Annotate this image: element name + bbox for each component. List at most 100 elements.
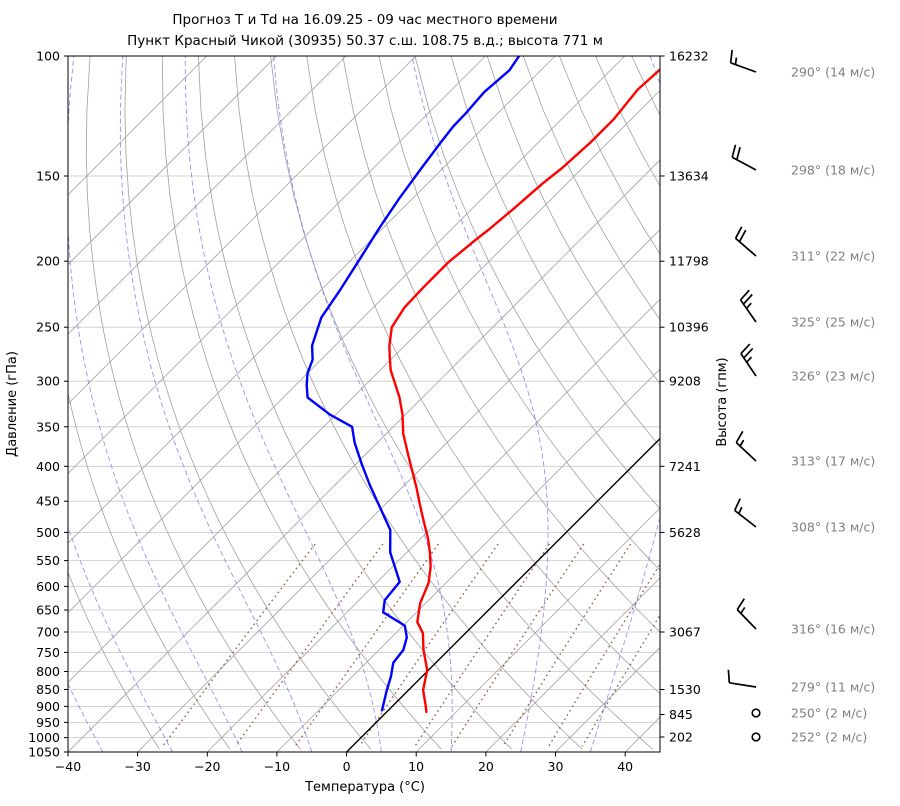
moist-adiabat-line: [68, 56, 243, 752]
moist-adiabat-line: [184, 56, 382, 752]
barb-feather-full: [740, 343, 751, 355]
isotherm-line: [68, 56, 486, 474]
barb-feather-full: [731, 144, 737, 158]
wind-barb: [727, 669, 757, 688]
barb-feather-half: [738, 506, 743, 514]
barb-staff: [734, 509, 757, 528]
barb-feather-full: [743, 347, 754, 359]
mixing-ratio-line: [502, 543, 632, 747]
pressure-tick-label: 250: [36, 320, 60, 335]
temperature-tick-label: 0: [343, 759, 351, 774]
isotherm-line: [485, 577, 660, 752]
barb-feather-half: [740, 606, 746, 614]
dry-adiabat-line: [378, 56, 660, 571]
wind-label: 252° (2 м/с): [791, 730, 867, 745]
mixing-ratio-line: [162, 543, 316, 747]
wind-barb: [740, 343, 757, 377]
pressure-tick-label: 800: [36, 664, 60, 679]
dry-adiabat-line: [234, 56, 583, 750]
isotherm-line: [68, 56, 347, 335]
x-axis-label: Температура (°C): [304, 780, 425, 795]
mixing-ratio-line: [294, 543, 439, 747]
temperature-tick-label: −10: [264, 759, 290, 774]
isotherm-line: [624, 716, 660, 752]
barb-feather-full: [736, 598, 746, 611]
barb-staff: [736, 609, 757, 630]
y-axis-left-label: Давление (гПа): [5, 351, 20, 457]
height-tick-label: 3067: [669, 625, 701, 640]
pressure-tick-label: 750: [36, 645, 60, 660]
pressure-tick-label: 200: [36, 254, 60, 269]
temperature-tick-label: 30: [548, 759, 564, 774]
wind-label: 311° (22 м/с): [791, 249, 875, 264]
barb-staff: [735, 237, 757, 257]
height-tick-label: 16232: [669, 49, 709, 64]
barb-feather-full: [742, 293, 753, 305]
moist-adiabat-line: [411, 56, 549, 752]
barb-feather-half: [745, 302, 752, 309]
barb-staff: [735, 441, 757, 462]
temperature-tick-label: −20: [194, 759, 220, 774]
pressure-tick-label: 650: [36, 603, 60, 618]
dry-adiabat-line: [704, 56, 900, 749]
dry-adiabat-line: [776, 56, 900, 749]
dry-adiabat-line: [161, 56, 442, 750]
wind-label: 279° (11 м/с): [791, 680, 875, 695]
isotherm-line: [415, 507, 660, 752]
wind-label: 290° (14 м/с): [791, 65, 875, 80]
dry-adiabat-line: [306, 56, 660, 695]
pressure-tick-label: 350: [36, 419, 60, 434]
dry-adiabat-line: [342, 56, 660, 633]
temperature-tick-label: 10: [408, 759, 424, 774]
pressure-tick-label: 1000: [28, 730, 60, 745]
wind-barb: [733, 498, 757, 528]
barb-feather-half: [734, 57, 738, 65]
pressure-tick-label: 600: [36, 579, 60, 594]
dry-adiabat-line: [631, 56, 660, 116]
barb-feather-full: [735, 430, 744, 444]
wind-label: 313° (17 м/с): [791, 454, 875, 469]
isotherm-line: [207, 298, 660, 752]
isotherm-line: [68, 56, 277, 266]
pressure-tick-label: 900: [36, 699, 60, 714]
dry-adiabat-line: [68, 571, 160, 750]
dry-adiabat-line: [68, 391, 231, 750]
mixing-ratio-line: [414, 543, 550, 747]
barb-feather-full: [733, 498, 741, 511]
barb-staff: [730, 62, 757, 73]
pressure-tick-label: 1050: [28, 745, 60, 760]
wind-barb: [731, 144, 757, 171]
dry-adiabat-line: [595, 56, 660, 187]
height-tick-label: 5628: [669, 525, 701, 540]
dry-adiabat-line: [522, 56, 660, 321]
isotherm-line: [137, 229, 660, 752]
wind-barb: [751, 708, 761, 718]
dry-adiabat-line: [740, 56, 900, 749]
y-axis-right-label: Высота (гпм): [715, 357, 730, 446]
temperature-tick-label: 20: [478, 759, 494, 774]
barb-feather-full: [739, 289, 750, 301]
isotherm-line: [276, 368, 660, 752]
barb-feather-full: [734, 226, 743, 239]
moist-adiabat-line: [589, 56, 660, 752]
mixing-ratio-line: [234, 543, 384, 747]
dry-adiabat-line: [486, 56, 660, 385]
temperature-tick-label: 40: [617, 759, 633, 774]
wind-label: 250° (2 м/с): [791, 706, 867, 721]
barb-staff: [729, 681, 757, 688]
moist-adiabat-line: [119, 56, 313, 752]
pressure-tick-label: 300: [36, 374, 60, 389]
barb-feather-full: [738, 229, 747, 243]
pressure-tick-label: 400: [36, 459, 60, 474]
barb-staff: [739, 299, 757, 323]
wind-label: 308° (13 м/с): [791, 520, 875, 535]
barb-feather-full: [729, 49, 734, 63]
dry-adiabat-line: [414, 56, 660, 510]
moist-adiabat-line: [273, 56, 453, 752]
dry-adiabat-line: [270, 56, 653, 750]
dry-adiabat-line: [198, 56, 512, 750]
wind-barb: [729, 49, 757, 73]
temperature-tick-label: −30: [124, 759, 150, 774]
pressure-tick-label: 450: [36, 494, 60, 509]
